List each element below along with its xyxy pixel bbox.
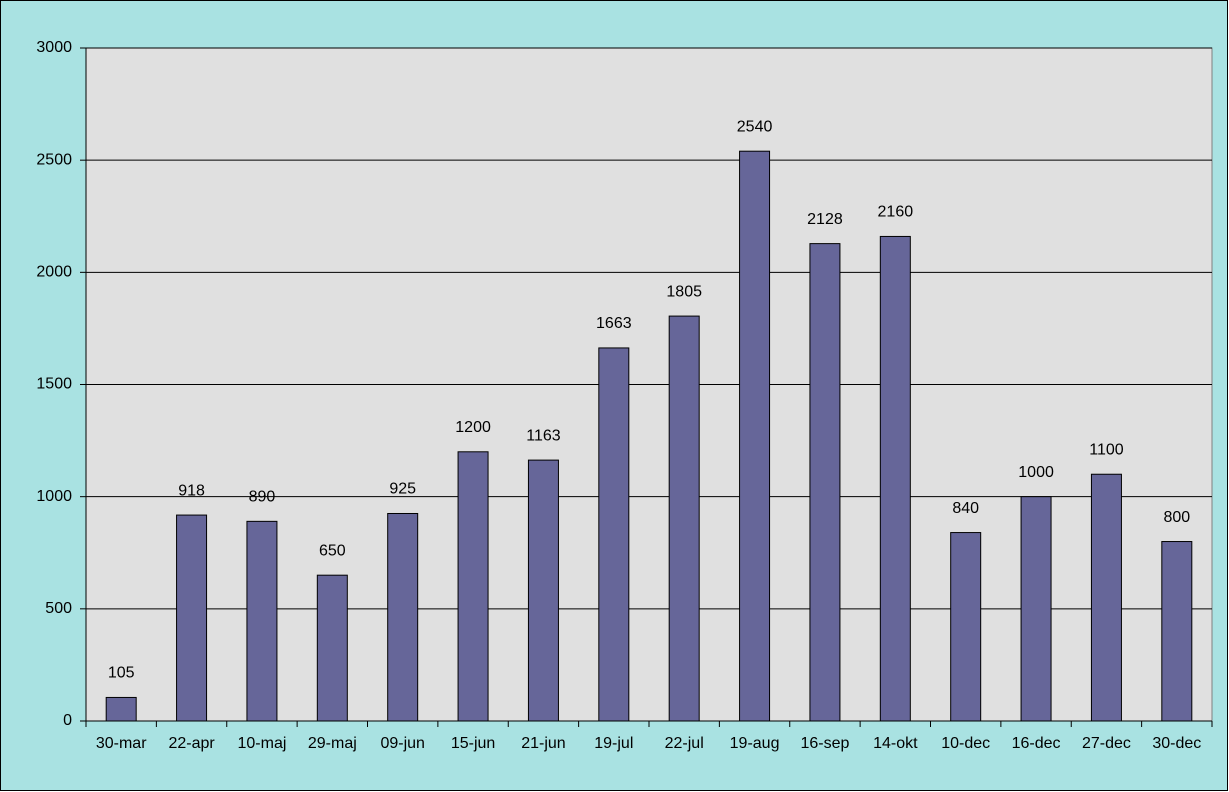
y-tick-label: 3000 — [36, 39, 72, 56]
data-label: 890 — [249, 489, 276, 506]
x-tick-label: 21-jun — [521, 735, 565, 752]
x-tick-label: 16-sep — [800, 735, 849, 752]
data-label: 2540 — [737, 118, 773, 135]
x-tick-label: 30-mar — [96, 735, 147, 752]
y-tick-label: 1000 — [36, 488, 72, 505]
x-tick-label: 29-maj — [308, 735, 357, 752]
data-label: 840 — [952, 500, 979, 517]
x-tick-label: 27-dec — [1082, 735, 1131, 752]
data-label: 1663 — [596, 315, 632, 332]
bar — [457, 451, 489, 722]
data-label: 1805 — [666, 283, 702, 300]
x-tick-label: 10-dec — [941, 735, 990, 752]
bar — [316, 574, 348, 722]
x-tick-label: 22-apr — [168, 735, 215, 752]
bar — [809, 243, 841, 722]
bar — [176, 514, 208, 722]
data-label: 800 — [1163, 509, 1190, 526]
y-tick-label: 0 — [63, 712, 72, 729]
bar — [105, 696, 137, 722]
bar — [387, 512, 419, 722]
x-tick-label: 14-okt — [873, 735, 918, 752]
x-tick-label: 19-jul — [594, 735, 633, 752]
bar — [1090, 473, 1122, 722]
x-tick-label: 22-jul — [665, 735, 704, 752]
y-tick-label: 1500 — [36, 376, 72, 393]
x-tick-label: 16-dec — [1012, 735, 1061, 752]
x-tick-label: 10-maj — [237, 735, 286, 752]
x-tick-label: 09-jun — [380, 735, 424, 752]
data-label: 1000 — [1018, 464, 1054, 481]
bar — [598, 347, 630, 722]
data-label: 1163 — [526, 427, 561, 444]
data-label: 1200 — [455, 419, 491, 436]
data-label: 1100 — [1089, 441, 1124, 458]
bar — [1020, 496, 1052, 722]
bar — [246, 520, 278, 722]
data-label: 2160 — [878, 204, 914, 221]
bar — [879, 235, 911, 722]
bar — [950, 532, 982, 722]
bar — [1161, 541, 1193, 722]
y-tick-label: 2500 — [36, 151, 72, 168]
y-tick-label: 2000 — [36, 264, 72, 281]
data-label: 918 — [178, 482, 205, 499]
data-label: 650 — [319, 542, 346, 559]
bar — [668, 315, 700, 722]
bar — [527, 459, 559, 722]
x-tick-label: 30-dec — [1152, 735, 1201, 752]
data-label: 2128 — [807, 211, 843, 228]
data-label: 105 — [108, 665, 135, 682]
bar — [739, 150, 771, 722]
x-tick-label: 15-jun — [451, 735, 495, 752]
y-tick-label: 500 — [45, 600, 72, 617]
x-tick-label: 19-aug — [730, 735, 780, 752]
data-label: 925 — [389, 481, 416, 498]
